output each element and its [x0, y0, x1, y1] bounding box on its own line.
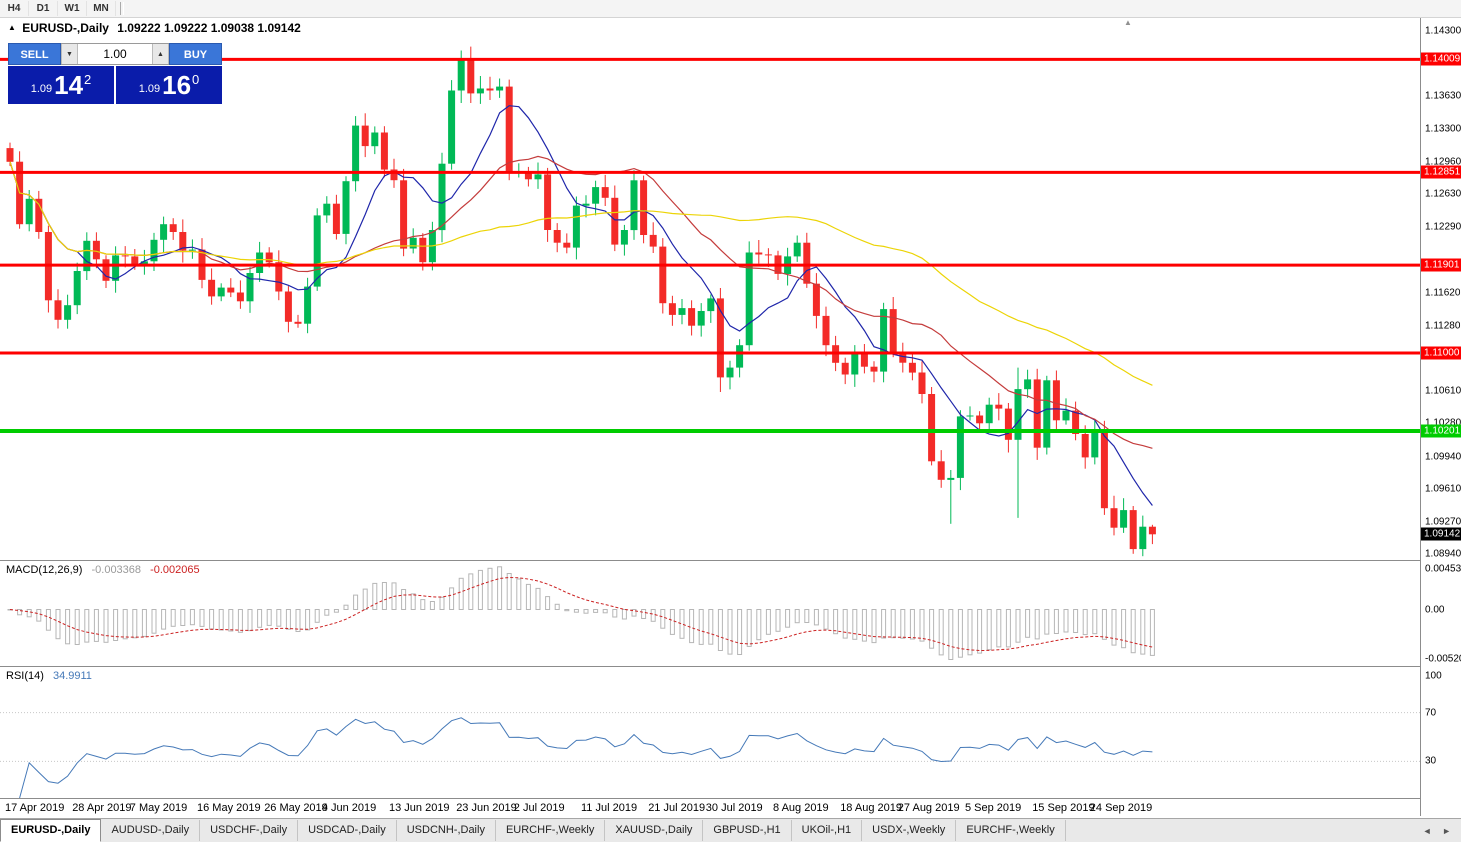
ask-price-big-digits: 16: [162, 70, 192, 100]
rsi-value: 34.9911: [52, 670, 92, 682]
price-tick: 1.11280: [1425, 320, 1461, 332]
date-label: 18 Aug 2019: [840, 802, 902, 814]
price-tick: 1.13300: [1425, 123, 1461, 134]
macd-header: MACD(12,26,9) -0.003368 -0.002065: [6, 564, 200, 576]
date-label: 30 Jul 2019: [705, 802, 763, 814]
macd-label: MACD(12,26,9): [6, 564, 83, 576]
date-label: 4 Jun 2019: [321, 802, 377, 814]
tab-scroll-arrows-icon[interactable]: ◄ ►: [1422, 826, 1455, 836]
timeframe-toolbar: H4 D1 W1 MN: [0, 0, 1461, 18]
toolbar-separator: [120, 2, 124, 15]
timeframe-mn-button[interactable]: MN: [87, 1, 116, 16]
date-label: 27 Aug 2019: [897, 802, 960, 814]
tab-usdcad-daily[interactable]: USDCAD-,Daily: [298, 820, 397, 841]
rsi-tick: 100: [1425, 670, 1442, 682]
macd-tick: 0.004536: [1425, 563, 1461, 575]
price-tick: 1.12630: [1425, 188, 1461, 200]
sell-button[interactable]: SELL: [8, 43, 61, 65]
volume-field: ▼ 1.00 ▲: [61, 43, 169, 65]
date-label: 28 Apr 2019: [72, 802, 132, 814]
chart-shift-marker-icon[interactable]: ▲: [1124, 18, 1132, 27]
price-tick: 1.12960: [1425, 156, 1461, 168]
macd-tick: 0.00: [1425, 604, 1445, 615]
price-tick: 1.12290: [1425, 221, 1461, 233]
bid-price-prefix: 1.09: [30, 83, 53, 95]
ask-price-pipette: 0: [192, 71, 200, 87]
tab-audusd-daily[interactable]: AUDUSD-,Daily: [101, 820, 201, 841]
timeframe-d1-button[interactable]: D1: [29, 1, 58, 16]
date-label: 13 Jun 2019: [389, 802, 450, 814]
timeframe-w1-button[interactable]: W1: [58, 1, 87, 16]
timeframe-h4-button[interactable]: H4: [0, 1, 29, 16]
tab-usdcnh-daily[interactable]: USDCNH-,Daily: [397, 820, 496, 841]
buy-button[interactable]: BUY: [169, 43, 222, 65]
tab-eurchf-weekly[interactable]: EURCHF-,Weekly: [496, 820, 606, 841]
price-tick: 1.14300: [1425, 25, 1461, 37]
price-tick: 1.10280: [1425, 417, 1461, 429]
ask-price-button[interactable]: 1.09 16 0: [116, 66, 222, 104]
price-tick: 1.09270: [1425, 516, 1461, 528]
date-label: 24 Sep 2019: [1089, 802, 1153, 814]
level-price-tag: 1.14009: [1421, 52, 1461, 66]
macd-main-value: -0.003368: [91, 564, 142, 576]
tab-usdx-weekly[interactable]: USDX-,Weekly: [862, 820, 957, 841]
date-label: 15 Sep 2019: [1032, 802, 1095, 814]
level-price-tag: 1.11901: [1421, 258, 1461, 272]
ask-price-prefix: 1.09: [138, 83, 161, 95]
one-click-trading-panel: SELL ▼ 1.00 ▲ BUY 1.09 14 2 1.09 16 0: [8, 43, 222, 104]
level-price-tag: 1.12851: [1421, 165, 1461, 179]
price-tick: 1.09610: [1425, 483, 1461, 495]
date-label: 5 Sep 2019: [965, 802, 1022, 814]
price-tick: 1.11620: [1425, 287, 1461, 298]
bid-price-big-digits: 14: [54, 70, 84, 100]
chart-title: ▲ EURUSD-,Daily 1.09222 1.09222 1.09038 …: [8, 21, 301, 35]
date-label: 2 Jul 2019: [513, 802, 565, 814]
volume-input[interactable]: 1.00: [103, 47, 127, 61]
current-price-tag: 1.09142: [1421, 527, 1461, 541]
chart-tabs-bar: EURUSD-,Daily AUDUSD-,Daily USDCHF-,Dail…: [0, 818, 1461, 842]
date-label: 21 Jul 2019: [648, 802, 706, 814]
tab-usdchf-daily[interactable]: USDCHF-,Daily: [200, 820, 299, 841]
level-price-tag: 1.10201: [1421, 424, 1461, 438]
date-label: 11 Jul 2019: [581, 802, 638, 814]
bid-price-pipette: 2: [84, 71, 92, 87]
chart-ohlc-marker-icon: ▲: [8, 23, 16, 32]
date-label: 7 May 2019: [129, 802, 188, 814]
date-label: 26 May 2019: [264, 802, 328, 814]
date-label: 8 Aug 2019: [773, 802, 829, 814]
volume-increase-icon[interactable]: ▲: [152, 44, 169, 64]
rsi-label: RSI(14): [6, 670, 44, 682]
date-label: 23 Jun 2019: [456, 802, 517, 814]
rsi-tick: 70: [1425, 707, 1437, 719]
chart-symbol-label: EURUSD-,Daily: [22, 21, 109, 35]
price-axis[interactable]: 1.14300 1.13630 1.13300 1.12960 1.12630 1.122…: [1421, 0, 1461, 816]
bid-price-button[interactable]: 1.09 14 2: [8, 66, 114, 104]
price-tick: 1.13630: [1425, 90, 1461, 102]
level-price-tag: 1.11000: [1421, 346, 1461, 360]
volume-decrease-icon[interactable]: ▼: [61, 44, 78, 64]
tab-ukoil-h1[interactable]: UKOil-,H1: [792, 820, 863, 841]
rsi-header: RSI(14) 34.9911: [6, 670, 92, 682]
price-tick: 1.09940: [1425, 451, 1461, 462]
date-axis[interactable]: 17 Apr 2019 28 Apr 2019 7 May 2019 16 May 2…: [0, 799, 1420, 817]
tab-gbpusd-h1[interactable]: GBPUSD-,H1: [703, 820, 792, 841]
tab-eurchf-weekly-2[interactable]: EURCHF-,Weekly: [956, 820, 1066, 841]
macd-signal-value: -0.002065: [150, 564, 200, 576]
date-label: 17 Apr 2019: [5, 802, 65, 814]
rsi-tick: 30: [1425, 755, 1437, 767]
tab-xauusd-daily[interactable]: XAUUSD-,Daily: [605, 820, 704, 841]
price-tick: 1.08940: [1425, 548, 1461, 560]
macd-tick: -0.005205: [1425, 653, 1461, 665]
price-tick: 1.10610: [1425, 385, 1461, 397]
tab-eurusd-daily[interactable]: EURUSD-,Daily: [0, 819, 102, 842]
date-label: 16 May 2019: [197, 802, 261, 814]
chart-ohlc-values: 1.09222 1.09222 1.09038 1.09142: [117, 21, 301, 35]
